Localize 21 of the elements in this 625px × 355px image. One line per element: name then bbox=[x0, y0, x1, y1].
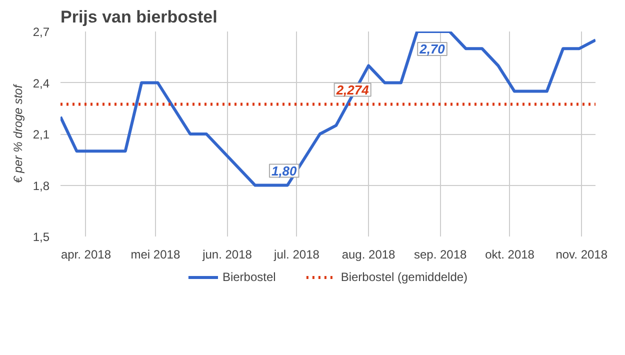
x-tick-label: mei 2018 bbox=[130, 248, 180, 262]
x-tick-label: jul. 2018 bbox=[273, 248, 320, 262]
legend-label: Bierbostel bbox=[222, 270, 276, 284]
y-tick-label: 1,5 bbox=[32, 230, 50, 244]
x-tick-label: aug. 2018 bbox=[342, 248, 396, 262]
x-tick-label: jun. 2018 bbox=[202, 248, 252, 262]
x-tick-label: apr. 2018 bbox=[60, 248, 112, 262]
annotation: 2,274 bbox=[335, 82, 370, 98]
x-tick-label: okt. 2018 bbox=[485, 248, 535, 262]
y-tick-label: 1,8 bbox=[32, 178, 50, 193]
annotation: 2,70 bbox=[418, 42, 446, 56]
annotation: 1,80 bbox=[271, 163, 298, 178]
x-tick-label: nov. 2018 bbox=[556, 248, 608, 262]
y-tick-label: 2,1 bbox=[32, 128, 50, 142]
y-tick-label: 2,4 bbox=[32, 76, 50, 90]
line-series bbox=[60, 32, 596, 187]
y-tick-label: 2,7 bbox=[32, 25, 50, 39]
chart-title: Prijs van bierbostel bbox=[60, 8, 218, 26]
legend-label: Bierbostel (gemiddelde) bbox=[340, 270, 468, 284]
x-tick-label: sep. 2018 bbox=[414, 248, 468, 262]
y-axis-title: € per % droge stof bbox=[10, 83, 25, 184]
